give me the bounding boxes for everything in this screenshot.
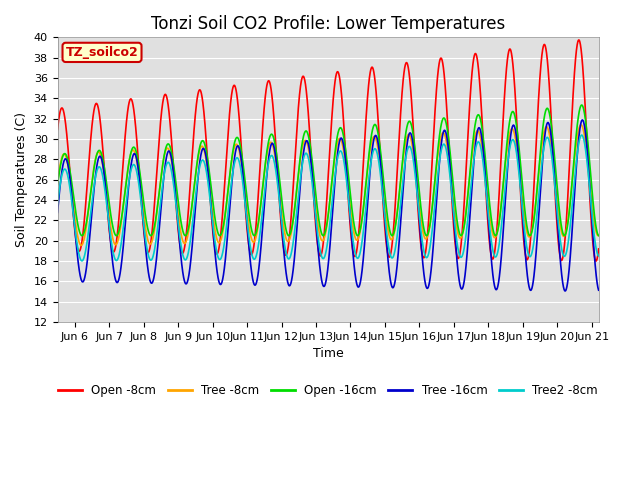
Tree2 -8cm xyxy=(78,258,86,264)
Open -8cm xyxy=(152,183,159,189)
Line: Tree -16cm: Tree -16cm xyxy=(58,120,598,291)
Open -8cm xyxy=(378,183,386,189)
Tree -16cm xyxy=(595,288,602,293)
Text: TZ_soilco2: TZ_soilco2 xyxy=(66,46,138,59)
Tree -8cm xyxy=(577,122,585,128)
Line: Tree2 -8cm: Tree2 -8cm xyxy=(58,135,598,261)
Open -16cm xyxy=(499,189,506,195)
Open -16cm xyxy=(595,233,602,239)
Title: Tonzi Soil CO2 Profile: Lower Temperatures: Tonzi Soil CO2 Profile: Lower Temperatur… xyxy=(151,15,505,33)
Tree -8cm xyxy=(499,190,506,195)
Open -8cm xyxy=(458,240,465,246)
Open -16cm xyxy=(260,170,268,176)
Line: Tree -8cm: Tree -8cm xyxy=(58,125,598,245)
Open -16cm xyxy=(578,102,586,108)
Open -16cm xyxy=(458,233,465,239)
Tree2 -8cm xyxy=(260,191,268,196)
Tree -16cm xyxy=(579,117,586,123)
Line: Open -8cm: Open -8cm xyxy=(58,40,598,261)
Tree -16cm xyxy=(152,262,159,268)
Tree -16cm xyxy=(406,131,413,136)
Tree2 -8cm xyxy=(595,253,602,259)
Tree -8cm xyxy=(260,170,268,176)
Tree -8cm xyxy=(54,180,61,185)
Open -8cm xyxy=(592,258,600,264)
Open -16cm xyxy=(406,119,413,124)
Tree2 -8cm xyxy=(152,238,160,244)
Tree -16cm xyxy=(561,288,569,294)
Tree -16cm xyxy=(378,179,386,184)
Tree -16cm xyxy=(499,240,506,246)
Tree2 -8cm xyxy=(378,187,386,192)
Open -8cm xyxy=(54,127,61,132)
Y-axis label: Soil Temperatures (C): Soil Temperatures (C) xyxy=(15,112,28,247)
Tree2 -8cm xyxy=(578,132,586,138)
Open -16cm xyxy=(54,181,61,187)
Tree2 -8cm xyxy=(458,254,465,260)
Tree -8cm xyxy=(152,217,160,223)
Tree -16cm xyxy=(458,286,465,291)
Tree -16cm xyxy=(54,210,61,216)
Legend: Open -8cm, Tree -8cm, Open -16cm, Tree -16cm, Tree2 -8cm: Open -8cm, Tree -8cm, Open -16cm, Tree -… xyxy=(54,379,602,402)
Open -8cm xyxy=(406,73,413,79)
Tree2 -8cm xyxy=(406,144,413,149)
Tree2 -8cm xyxy=(499,213,506,218)
Open -8cm xyxy=(499,130,506,136)
Tree -8cm xyxy=(378,179,386,185)
Tree -8cm xyxy=(595,233,602,239)
Open -8cm xyxy=(260,104,268,110)
Open -8cm xyxy=(595,246,602,252)
Open -16cm xyxy=(152,216,159,221)
Open -16cm xyxy=(378,163,386,169)
Open -16cm xyxy=(285,233,292,239)
X-axis label: Time: Time xyxy=(313,348,344,360)
Tree -16cm xyxy=(260,203,268,209)
Tree -8cm xyxy=(458,234,465,240)
Open -8cm xyxy=(575,37,582,43)
Tree2 -8cm xyxy=(54,201,61,206)
Tree -8cm xyxy=(77,242,85,248)
Line: Open -16cm: Open -16cm xyxy=(58,105,598,236)
Tree -8cm xyxy=(406,132,413,138)
